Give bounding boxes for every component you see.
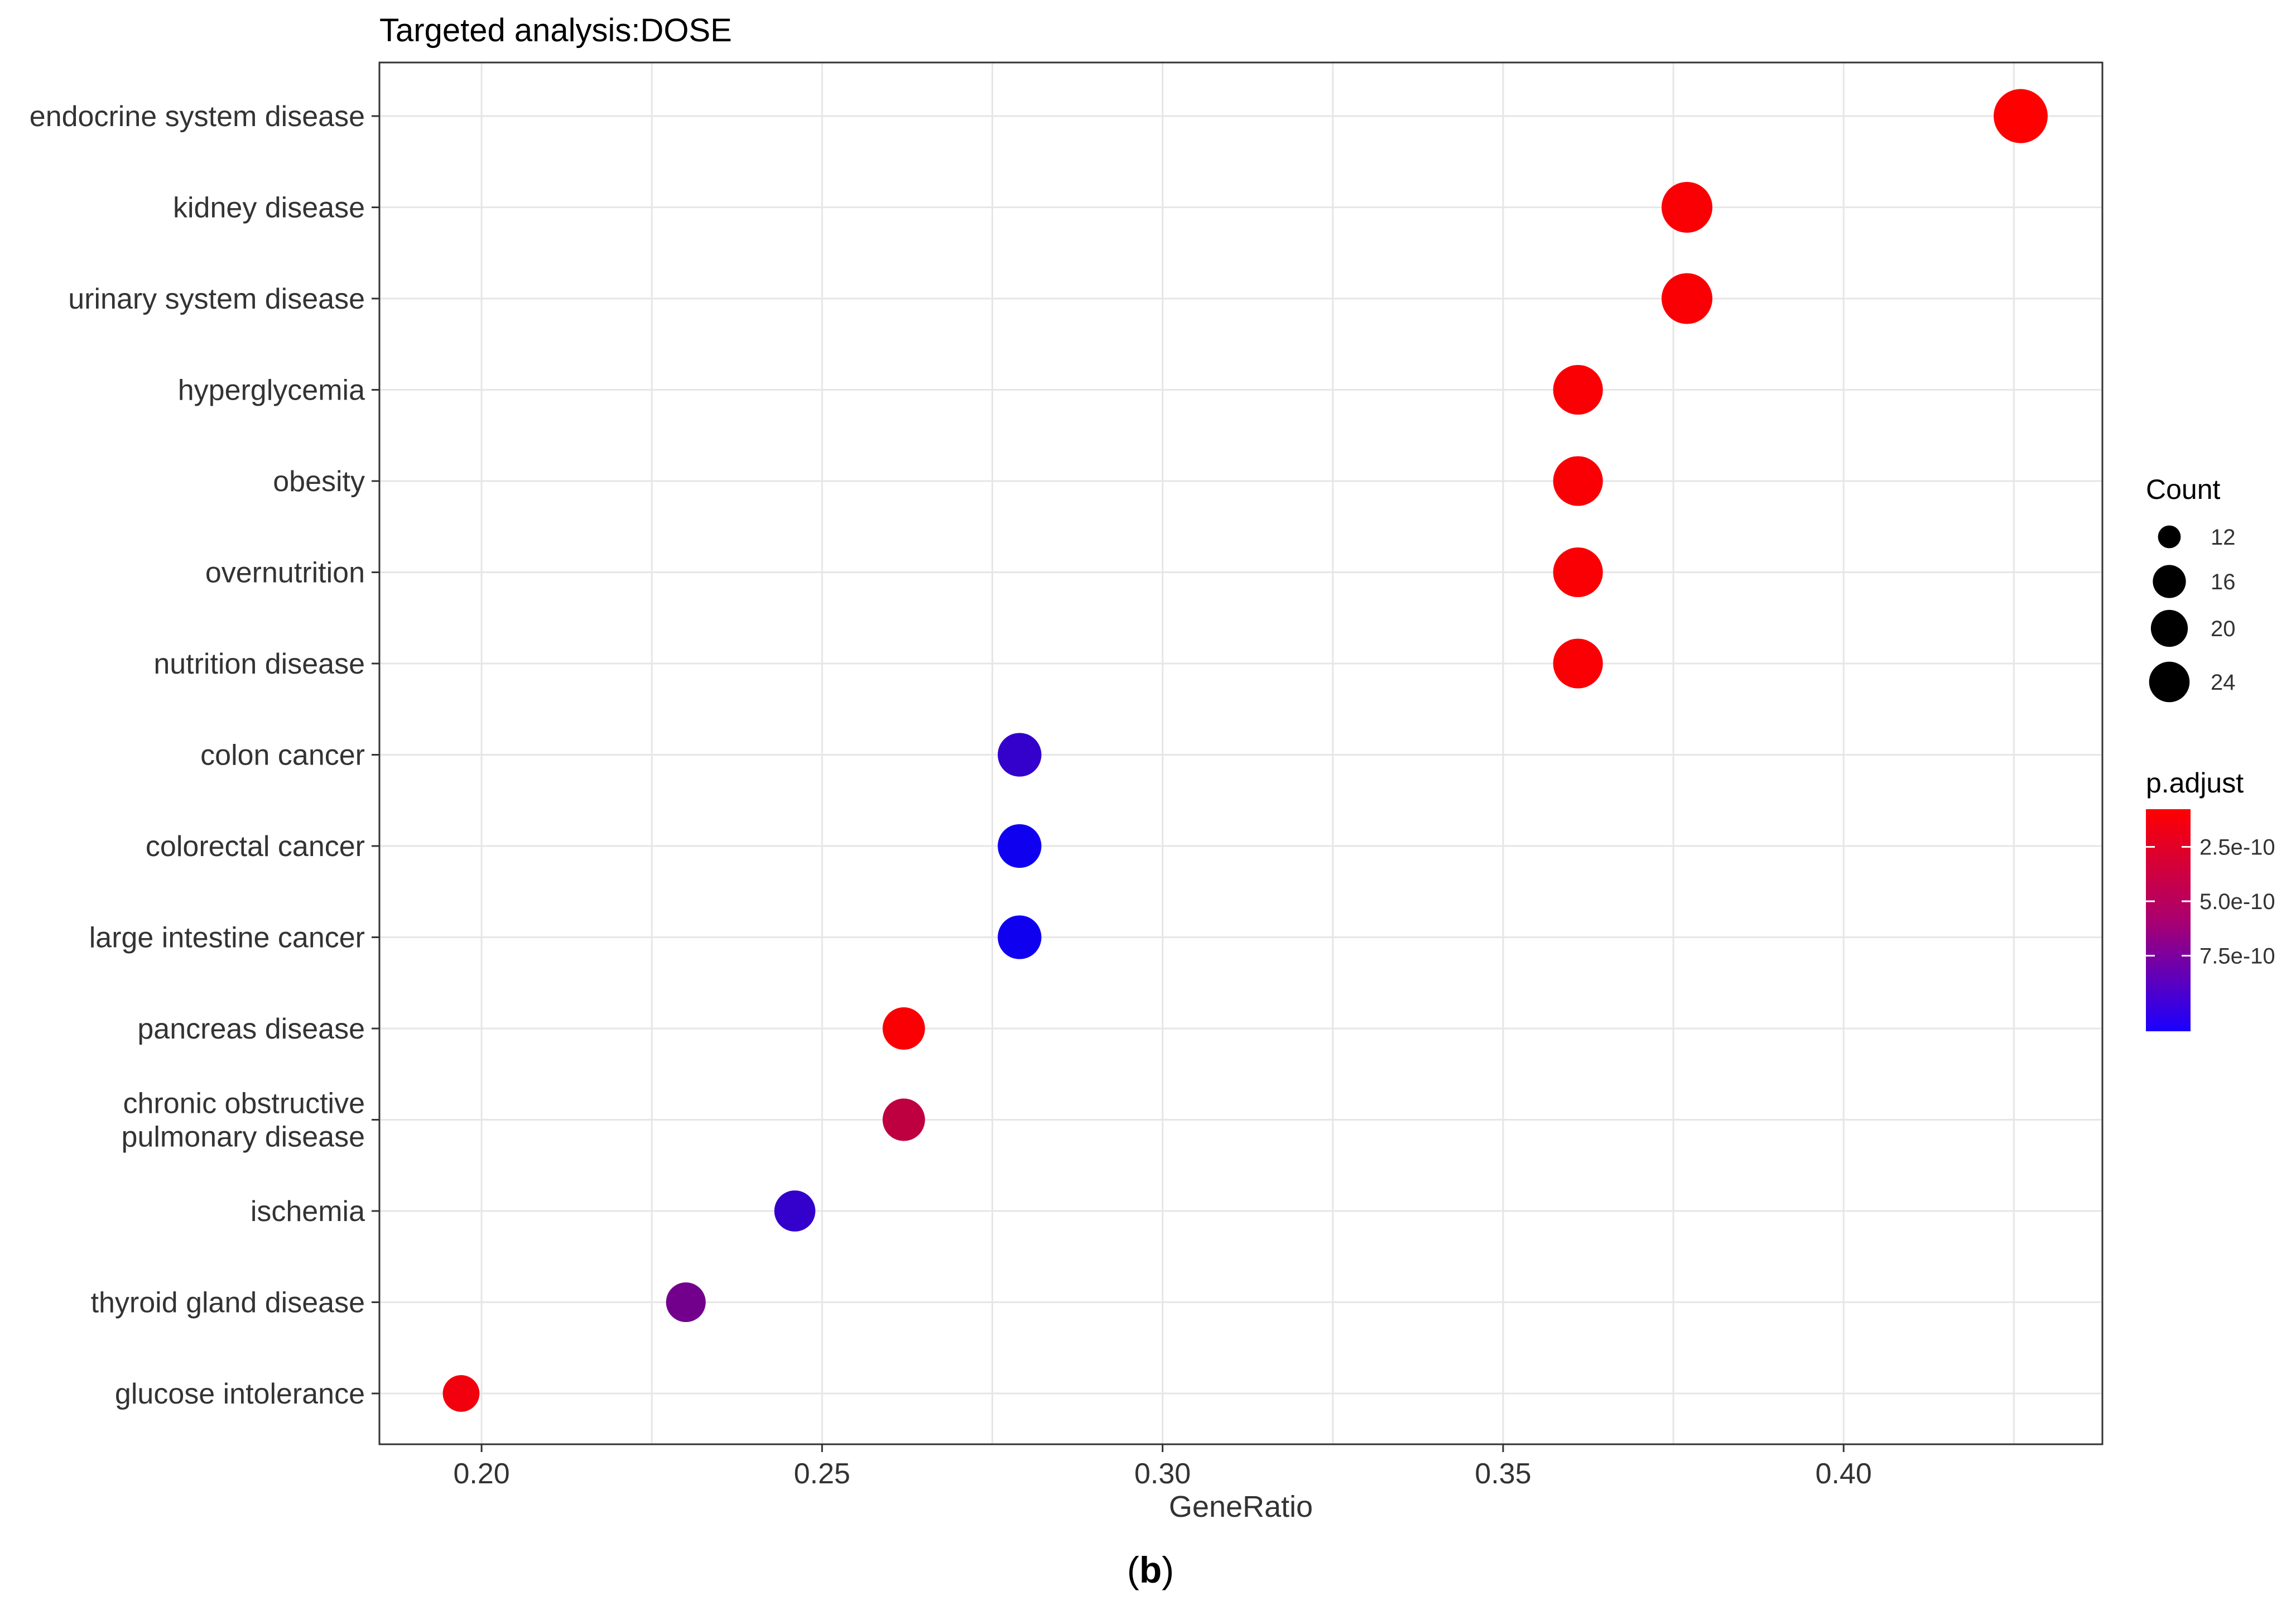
size-legend-label: 24 <box>2211 670 2236 695</box>
y-tick-label: pancreas disease <box>137 1013 365 1045</box>
size-legend-dot <box>2149 661 2190 703</box>
data-point <box>666 1282 706 1323</box>
data-point <box>998 824 1042 868</box>
y-tick-label: thyroid gland disease <box>91 1287 365 1319</box>
color-legend-bar <box>2146 809 2191 1031</box>
x-axis-title: GeneRatio <box>1169 1490 1313 1524</box>
caption-letter: b <box>1139 1549 1162 1590</box>
x-tick-label: 0.30 <box>1134 1458 1191 1490</box>
size-legend-label: 12 <box>2211 525 2236 550</box>
data-point <box>1553 364 1603 415</box>
size-legend: Count 12 16 20 24 <box>2146 474 2236 703</box>
y-tick-label: overnutrition <box>205 557 365 589</box>
y-tick-label: chronic obstructive <box>123 1088 365 1120</box>
chart-title: Targeted analysis:DOSE <box>379 12 732 49</box>
size-legend-label: 20 <box>2211 617 2236 641</box>
color-legend-label: 5.0e-10 <box>2199 890 2275 914</box>
y-tick-label: endocrine system disease <box>30 100 365 133</box>
size-legend-label: 16 <box>2211 570 2236 594</box>
y-tick-label: colorectal cancer <box>146 830 365 863</box>
plot-panel-border <box>378 61 2104 1445</box>
points-layer <box>442 89 2048 1412</box>
x-axis: 0.20 0.25 0.30 0.35 0.40 <box>453 1444 1872 1490</box>
y-tick-label: nutrition disease <box>153 648 365 680</box>
y-tick-label: pulmonary disease <box>122 1121 365 1154</box>
plot-panel <box>379 63 2102 1444</box>
data-point <box>998 733 1042 777</box>
x-tick-label: 0.25 <box>794 1458 850 1490</box>
x-tick-label: 0.20 <box>453 1458 509 1490</box>
color-legend-label: 7.5e-10 <box>2199 944 2275 969</box>
color-legend-label: 2.5e-10 <box>2199 835 2275 860</box>
caption-close-paren: ) <box>1162 1549 1174 1590</box>
y-tick-label: hyperglycemia <box>178 374 365 407</box>
caption-open-paren: ( <box>1127 1549 1139 1590</box>
y-tick-label: ischemia <box>251 1195 365 1228</box>
data-point <box>1553 638 1603 689</box>
y-tick-label: obesity <box>273 465 365 498</box>
x-tick-label: 0.35 <box>1475 1458 1531 1490</box>
size-legend-title: Count <box>2146 474 2221 505</box>
y-tick-label: colon cancer <box>200 739 365 772</box>
y-tick-label: glucose intolerance <box>115 1378 365 1410</box>
grid-layer <box>379 63 2102 1444</box>
x-tick-label: 0.40 <box>1816 1458 1872 1490</box>
color-legend: p.adjust 2.5e-10 5.0e-10 7.5e-10 <box>2146 767 2275 1031</box>
y-tick-label: kidney disease <box>173 192 365 224</box>
y-tick-label: urinary system disease <box>68 283 365 315</box>
size-legend-dot <box>2153 565 2186 598</box>
data-point <box>1661 181 1713 233</box>
data-point <box>1553 547 1603 598</box>
y-axis: endocrine system disease kidney disease ur… <box>30 100 379 1410</box>
figure-caption: (b) <box>1127 1549 1174 1590</box>
color-legend-title: p.adjust <box>2146 767 2244 799</box>
data-point <box>442 1375 480 1412</box>
data-point <box>882 1007 925 1050</box>
data-point <box>1661 273 1713 324</box>
data-point <box>998 915 1042 959</box>
data-point <box>882 1098 925 1141</box>
size-legend-dot <box>2150 609 2188 647</box>
y-tick-label: large intestine cancer <box>89 922 365 954</box>
data-point <box>1994 89 2048 143</box>
size-legend-dot <box>2158 525 2181 549</box>
data-point <box>774 1190 816 1232</box>
data-point <box>1553 456 1603 506</box>
